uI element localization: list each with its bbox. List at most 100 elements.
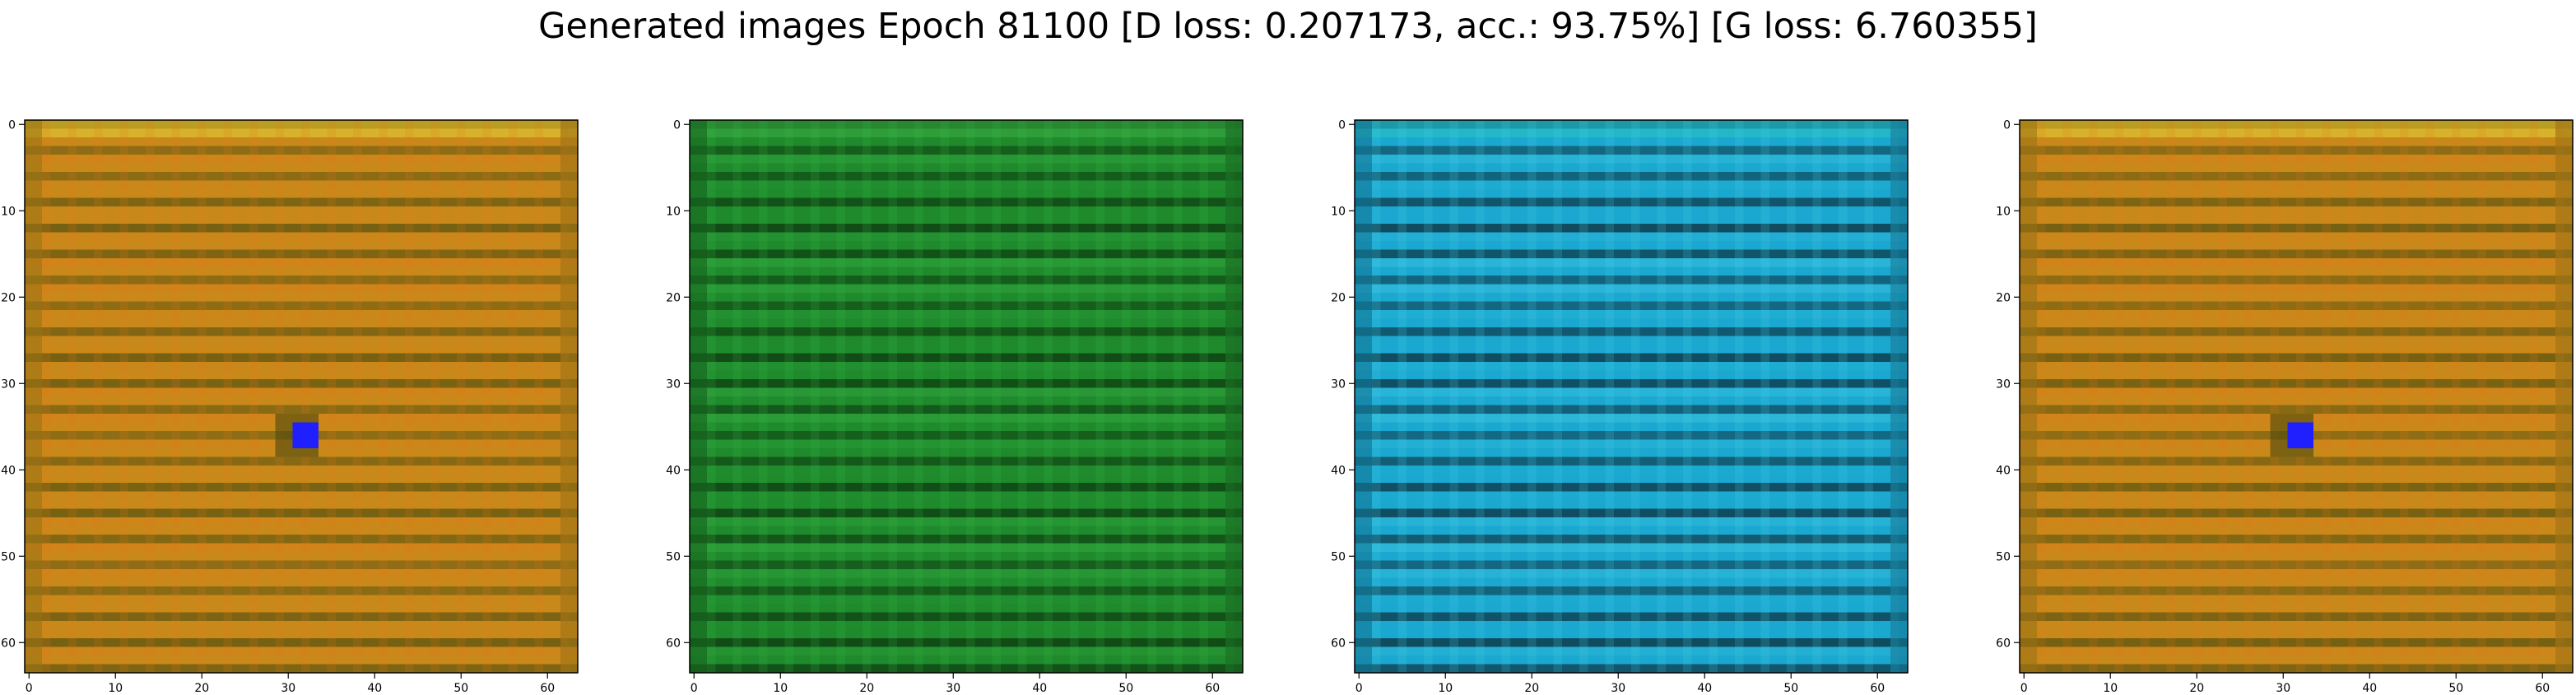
heatmap-row	[25, 189, 578, 198]
heatmap-row	[690, 155, 1243, 164]
heatmap-column	[2452, 120, 2461, 673]
heatmap-row	[2020, 266, 2573, 276]
heatmap-row	[2020, 327, 2573, 336]
heatmap-row	[2020, 621, 2573, 630]
heatmap-row	[2020, 224, 2573, 233]
heatmap-row	[2020, 517, 2573, 526]
heatmap-row	[690, 405, 1243, 415]
heatmap-column	[836, 120, 845, 673]
heatmap-row	[25, 577, 578, 587]
heatmap-column	[42, 120, 51, 673]
heatmap-column	[119, 120, 128, 673]
heatmap-row	[2020, 379, 2573, 388]
heatmap-column	[353, 120, 362, 673]
heatmap-column	[379, 120, 388, 673]
heatmap-row	[25, 586, 578, 595]
heatmap-column	[1449, 120, 1458, 673]
y-tick-label: 30	[1996, 378, 2011, 391]
y-tick-label: 10	[1996, 205, 2011, 218]
heatmap-row	[25, 258, 578, 267]
heatmap-row	[1355, 612, 1908, 622]
x-tick-label: 30	[281, 682, 295, 695]
heatmap-row	[25, 301, 578, 311]
heatmap-cells	[1355, 120, 1908, 674]
heatmap-row	[690, 552, 1243, 561]
heatmap-column	[249, 120, 258, 673]
heatmap-row	[25, 215, 578, 225]
heatmap-column	[2062, 120, 2071, 673]
heatmap-row	[25, 276, 578, 285]
heatmap-row	[690, 448, 1243, 457]
heatmap-row	[1355, 327, 1908, 336]
heatmap-row	[2020, 345, 2573, 354]
heatmap-row	[1355, 500, 1908, 509]
heatmap-row	[25, 353, 578, 363]
heatmap-column	[146, 120, 155, 673]
heatmap-row	[690, 646, 1243, 656]
heatmap-column	[223, 120, 232, 673]
heatmap-row	[25, 517, 578, 526]
heatmap-row	[690, 621, 1243, 630]
heatmap-row	[690, 353, 1243, 363]
heatmap-column	[1095, 120, 1104, 673]
heatmap-border-column	[1363, 120, 1372, 673]
heatmap-column	[707, 120, 716, 673]
heatmap-column	[1174, 120, 1183, 673]
heatmap-row	[25, 172, 578, 181]
heatmap-row	[2020, 387, 2573, 397]
figure-title: Generated images Epoch 81100 [D loss: 0.…	[538, 6, 2038, 47]
heatmap-row	[690, 612, 1243, 622]
heatmap-row	[690, 396, 1243, 405]
heatmap-row	[1355, 310, 1908, 319]
heatmap-border-column	[690, 120, 699, 673]
heatmap-row	[1355, 439, 1908, 449]
heatmap-row	[25, 543, 578, 553]
heatmap-row	[690, 301, 1243, 311]
heatmap-border-column	[2564, 120, 2573, 673]
heatmap-row	[25, 197, 578, 207]
heatmap-row	[1355, 431, 1908, 440]
heatmap-cells	[25, 120, 578, 674]
y-tick-label: 0	[8, 118, 16, 132]
y-tick-label: 60	[666, 637, 681, 650]
heatmap-row	[1355, 396, 1908, 405]
x-tick-label: 10	[108, 682, 123, 695]
heatmap-row	[1355, 517, 1908, 526]
y-tick-label: 10	[1331, 205, 1346, 218]
heatmap-row	[690, 120, 1243, 129]
heatmap-row	[2020, 535, 2573, 544]
heatmap-row	[1355, 638, 1908, 647]
heatmap-column	[1812, 120, 1821, 673]
heatmap-row	[2020, 197, 2573, 207]
heatmap-border-column	[560, 120, 570, 673]
x-tick-label: 10	[2103, 682, 2118, 695]
heatmap-row	[1355, 604, 1908, 613]
heatmap-border-column	[33, 120, 42, 673]
heatmap-row	[690, 370, 1243, 380]
heatmap-column	[2244, 120, 2253, 673]
x-tick-label: 60	[540, 682, 555, 695]
heatmap-row	[1355, 146, 1908, 155]
heatmap-row	[690, 232, 1243, 242]
heatmap-row	[25, 491, 578, 501]
heatmap-border-column	[2020, 120, 2029, 673]
heatmap-column	[966, 120, 975, 673]
heatmap-column	[2037, 120, 2046, 673]
heatmap-column	[2504, 120, 2513, 673]
heatmap-row	[2020, 284, 2573, 294]
heatmap-row	[25, 629, 578, 639]
heatmap-row	[2020, 664, 2573, 674]
y-tick-label: 20	[1996, 291, 2011, 304]
heatmap-row	[25, 128, 578, 138]
heatmap-row	[2020, 456, 2573, 466]
y-tick-label: 40	[666, 464, 681, 477]
heatmap-row	[2020, 310, 2573, 319]
heatmap-column	[2218, 120, 2227, 673]
heatmap-column	[327, 120, 336, 673]
x-tick-label: 0	[2020, 682, 2028, 695]
heatmap-row	[690, 284, 1243, 294]
heatmap-column	[1122, 120, 1131, 673]
heatmap-row	[690, 266, 1243, 276]
heatmap-row	[25, 146, 578, 155]
y-tick-label: 60	[1, 637, 16, 650]
